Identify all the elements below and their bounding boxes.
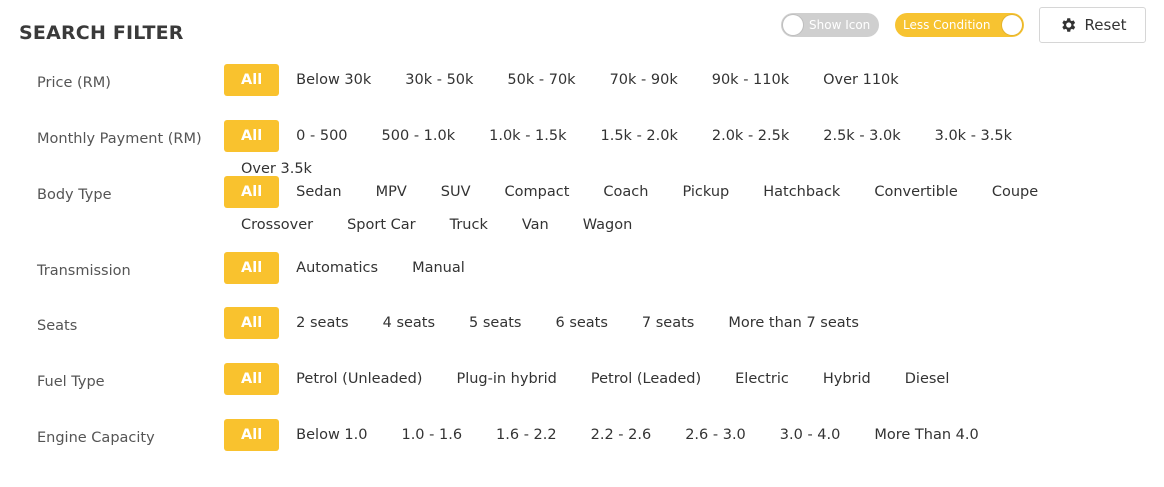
toggle-knob (783, 15, 803, 35)
filter-option-all[interactable]: All (224, 176, 280, 208)
filter-options: All 0 - 500 500 - 1.0k 1.0k - 1.5k 1.5k … (224, 120, 1124, 185)
filter-option[interactable]: 500 - 1.0k (381, 128, 456, 144)
filter-option[interactable]: 1.5k - 2.0k (600, 128, 678, 144)
filter-option[interactable]: 1.0k - 1.5k (489, 128, 567, 144)
filter-label: Body Type (37, 187, 112, 203)
filter-option[interactable]: 5 seats (469, 315, 522, 331)
filter-option[interactable]: Electric (735, 371, 789, 387)
filter-option[interactable]: 2.0k - 2.5k (711, 128, 790, 144)
reset-button[interactable]: Reset (1039, 7, 1146, 43)
filter-option[interactable]: 70k - 90k (609, 72, 678, 88)
filter-option-all[interactable]: All (224, 120, 280, 152)
filter-option[interactable]: Coupe (991, 184, 1039, 200)
filter-option[interactable]: Plug-in hybrid (456, 371, 557, 387)
filter-option[interactable]: Below 1.0 (296, 427, 368, 443)
filter-option[interactable]: 30k - 50k (405, 72, 474, 88)
filter-option[interactable]: Van (521, 217, 549, 233)
filter-option[interactable]: MPV (375, 184, 407, 200)
filter-option[interactable]: Sedan (296, 184, 342, 200)
filter-option[interactable]: More Than 4.0 (874, 427, 979, 443)
filter-option[interactable]: Truck (449, 217, 488, 233)
filter-option[interactable]: 2.2 - 2.6 (590, 427, 652, 443)
less-condition-toggle[interactable]: Less Condition (895, 13, 1024, 37)
filter-option-all[interactable]: All (224, 419, 280, 451)
filter-option[interactable]: Hatchback (763, 184, 841, 200)
filter-options: All Sedan MPV SUV Compact Coach Pickup H… (224, 176, 1124, 241)
show-icon-toggle[interactable]: Show Icon (781, 13, 879, 37)
filter-option-all[interactable]: All (224, 64, 280, 96)
filter-option[interactable]: Sport Car (347, 217, 416, 233)
filter-options: All Automatics Manual (224, 252, 1124, 284)
filter-option[interactable]: Crossover (241, 217, 314, 233)
toggle-knob (1002, 15, 1022, 35)
filter-option[interactable]: Convertible (874, 184, 958, 200)
filter-label: Transmission (37, 263, 131, 279)
filter-option[interactable]: SUV (440, 184, 471, 200)
filter-label: Seats (37, 318, 78, 334)
filter-options: All Below 30k 30k - 50k 50k - 70k 70k - … (224, 64, 1124, 96)
filter-option[interactable]: 1.0 - 1.6 (401, 427, 463, 443)
filter-option[interactable]: 90k - 110k (711, 72, 790, 88)
filter-option[interactable]: 4 seats (382, 315, 436, 331)
page-title: SEARCH FILTER (19, 22, 184, 44)
filter-option[interactable]: Diesel (904, 371, 950, 387)
filter-options: All Below 1.0 1.0 - 1.6 1.6 - 2.2 2.2 - … (224, 419, 1124, 451)
filter-option[interactable]: Manual (412, 260, 465, 276)
filter-label: Engine Capacity (37, 430, 155, 446)
filter-label: Fuel Type (37, 374, 105, 390)
filter-option[interactable]: Over 3.5k (241, 161, 312, 177)
filter-option[interactable]: 7 seats (641, 315, 695, 331)
filter-option[interactable]: Compact (504, 184, 570, 200)
filter-option[interactable]: 6 seats (555, 315, 608, 331)
filter-option[interactable]: 0 - 500 (296, 128, 348, 144)
filter-options: All Petrol (Unleaded) Plug-in hybrid Pet… (224, 363, 1124, 395)
filter-option[interactable]: 2.5k - 3.0k (823, 128, 901, 144)
filter-option[interactable]: More than 7 seats (728, 315, 859, 331)
filter-option[interactable]: Wagon (582, 217, 633, 233)
filter-option[interactable]: 2.6 - 3.0 (685, 427, 746, 443)
filter-option[interactable]: Hybrid (822, 371, 871, 387)
less-condition-label: Less Condition (903, 18, 991, 32)
filter-option[interactable]: 3.0 - 4.0 (779, 427, 841, 443)
filter-option-all[interactable]: All (224, 252, 280, 284)
filter-option[interactable]: 3.0k - 3.5k (934, 128, 1012, 144)
filter-options: All 2 seats 4 seats 5 seats 6 seats 7 se… (224, 307, 1124, 339)
gear-icon (1061, 18, 1075, 32)
filter-option[interactable]: Coach (603, 184, 649, 200)
filter-option[interactable]: 2 seats (296, 315, 349, 331)
filter-option[interactable]: Petrol (Leaded) (590, 371, 702, 387)
show-icon-label: Show Icon (809, 18, 871, 32)
filter-option[interactable]: Automatics (296, 260, 379, 276)
filter-label: Monthly Payment (RM) (37, 131, 202, 147)
filter-option[interactable]: Pickup (682, 184, 730, 200)
filter-option[interactable]: Below 30k (296, 72, 372, 88)
filter-option-all[interactable]: All (224, 307, 280, 339)
filter-option[interactable]: 1.6 - 2.2 (496, 427, 557, 443)
filter-option[interactable]: 50k - 70k (507, 72, 576, 88)
filter-option[interactable]: Over 110k (823, 72, 899, 88)
filter-option[interactable]: Petrol (Unleaded) (296, 371, 423, 387)
reset-label: Reset (1084, 16, 1127, 34)
filter-label: Price (RM) (37, 75, 111, 91)
filter-option-all[interactable]: All (224, 363, 280, 395)
